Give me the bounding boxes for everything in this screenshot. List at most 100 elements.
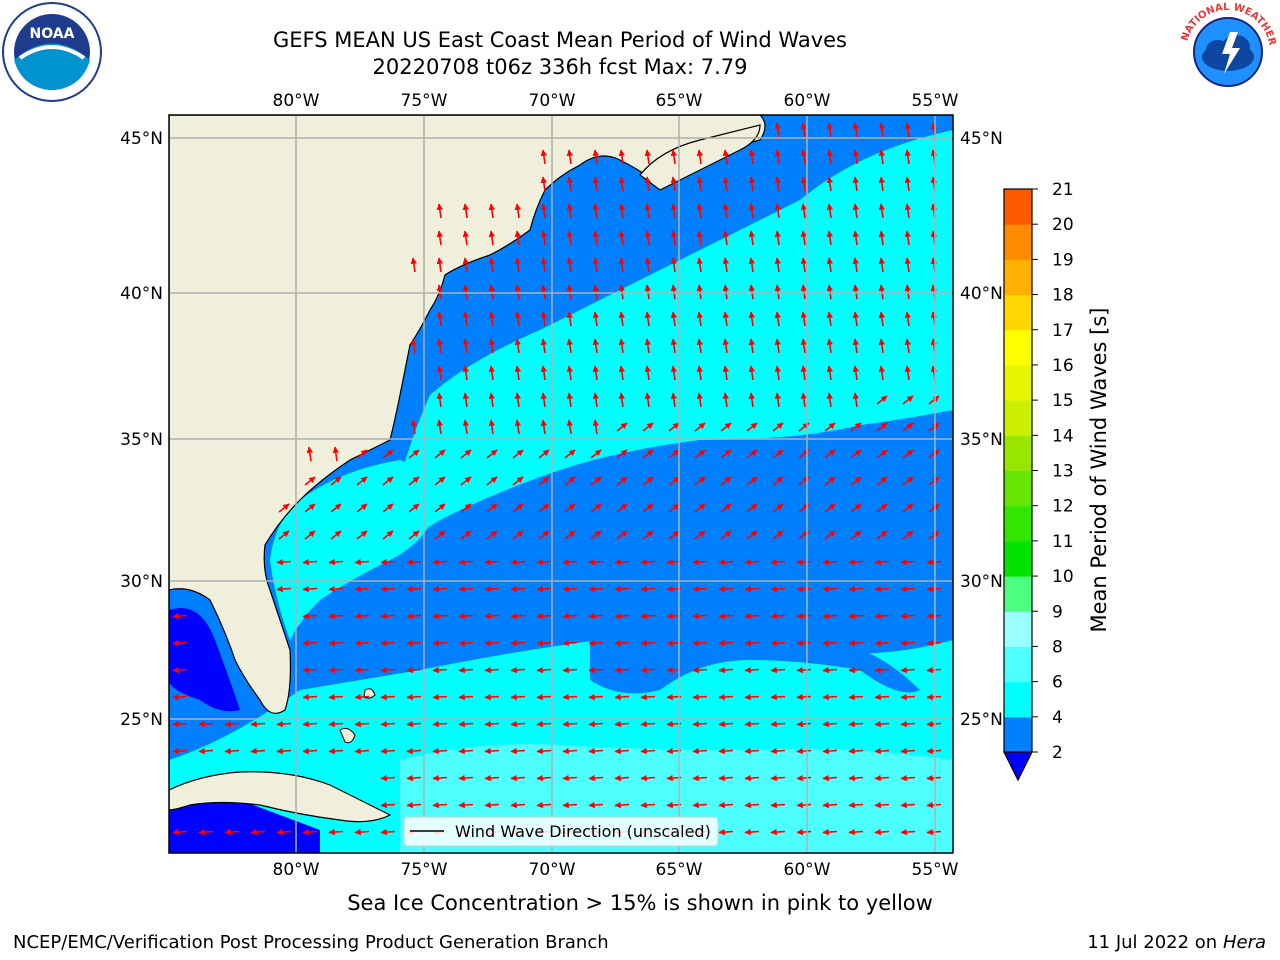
wind-arrow [536,801,552,809]
legend-label: Wind Wave Direction (unscaled) [455,822,711,841]
wind-arrow [744,828,760,836]
wind-arrow [488,338,495,354]
wind-arrow [822,747,838,755]
wind-arrow [354,666,370,674]
wind-arrow [748,284,755,300]
wind-arrow [618,149,625,165]
wind-arrow [644,230,651,246]
wind-arrow [694,449,706,459]
wind-arrow [748,203,755,219]
wind-arrow [826,230,833,246]
wind-arrow [720,476,732,486]
wind-arrow [692,801,708,809]
wind-arrows [172,122,942,836]
wind-arrow [902,503,914,513]
wind-arrow [562,558,578,566]
wind-arrow [878,284,885,300]
wind-arrow [826,338,833,354]
wind-arrow [460,530,472,540]
wind-arrow [380,774,396,782]
wind-arrow [510,666,526,674]
wind-arrow [510,801,526,809]
colorbar-tick-label: 2 [1052,743,1063,763]
wind-arrow [616,422,628,432]
lon-label-top: 70°W [529,91,576,111]
wind-arrow [510,774,526,782]
wind-arrow [926,558,942,566]
wind-arrow [670,338,677,354]
wind-arrow [588,693,604,701]
graticule [169,115,953,853]
land-bahamas-2 [363,688,376,699]
wind-arrow [640,693,656,701]
wind-arrow [484,801,500,809]
wind-arrow [410,338,417,354]
wind-arrow [514,419,521,435]
wind-arrow [640,666,656,674]
wind-arrow [588,558,604,566]
wind-arrow [614,720,630,728]
wind-arrow [406,639,422,647]
wind-arrow [692,612,708,620]
wind-arrow [642,422,654,432]
wind-arrow [618,230,625,246]
wind-arrow [644,257,651,273]
wind-arrow [826,203,833,219]
wind-arrow [512,503,524,513]
wind-arrow [408,449,420,459]
wind-arrow [692,666,708,674]
wind-arrow [408,503,420,513]
wind-arrow [486,530,498,540]
wind-arrow [198,828,214,836]
wind-arrow [458,585,474,593]
wind-arrow [772,503,784,513]
wind-arrow [592,419,599,435]
lon-label-top: 60°W [784,91,831,111]
wind-arrow [826,149,833,165]
wind-arrow [800,122,807,138]
wind-arrow [822,585,838,593]
wind-arrow [796,693,812,701]
wind-arrow [874,747,890,755]
wind-arrow [278,530,290,540]
wind-arrow [514,338,521,354]
wind-arrow [562,639,578,647]
wind-arrow [644,365,651,381]
wind-arrow [486,503,498,513]
wind-arrow [566,311,573,327]
wind-arrow [696,257,703,273]
wind-arrow [878,365,885,381]
wind-arrow [540,419,547,435]
wind-arrow [458,558,474,566]
wind-arrow [722,338,729,354]
wind-arrow [774,284,781,300]
wind-arrow [406,585,422,593]
wind-arrow [432,747,448,755]
wind-arrow [848,801,864,809]
wind-arrow [590,476,602,486]
wind-arrow [696,230,703,246]
wind-arrow [514,365,521,381]
wind-arrow [484,693,500,701]
wind-arrow [432,774,448,782]
wind-arrow [748,230,755,246]
wind-arrow [926,612,942,620]
colorbar-swatch [1004,540,1032,577]
wind-arrow [826,365,833,381]
wind-arrow [640,612,656,620]
wind-arrow [382,449,394,459]
wind-arrow [692,747,708,755]
wind-arrow [904,311,911,327]
wind-arrow [640,639,656,647]
wind-arrow [514,311,521,327]
wind-arrow [826,284,833,300]
wind-arrow [822,639,838,647]
wind-arrow [540,257,547,273]
wind-arrow [770,639,786,647]
wind-arrow [670,311,677,327]
wind-arrow [848,612,864,620]
wind-arrow [562,774,578,782]
wind-arrow [458,612,474,620]
wind-arrow [670,392,677,408]
